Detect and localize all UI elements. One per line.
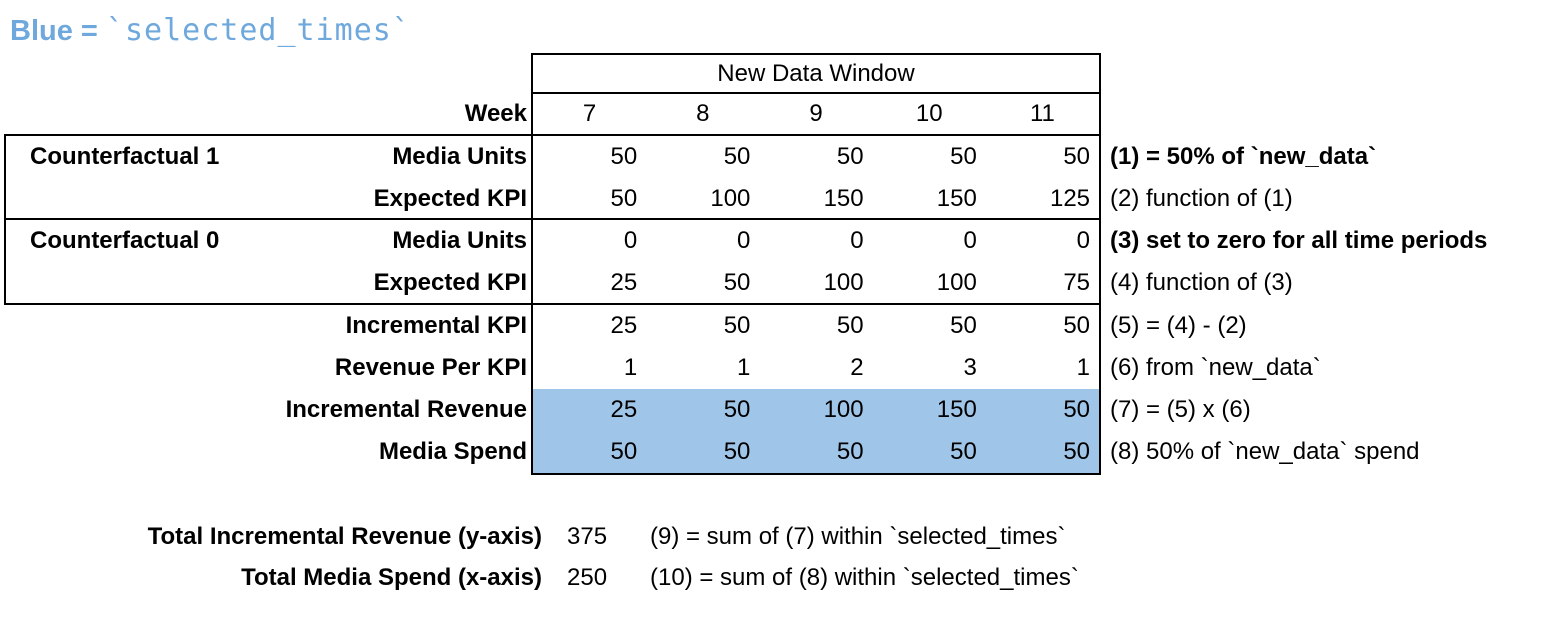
table-cell: 50	[950, 312, 977, 339]
table-cell: 50	[610, 143, 638, 170]
group-label-counterfactual-0: Counterfactual 0	[30, 227, 220, 254]
table-cell: 50	[836, 312, 864, 339]
week-cell: 10	[915, 100, 943, 127]
table-cell: 0	[963, 227, 977, 254]
table-cell: 50	[1063, 396, 1091, 423]
divider-cf1-cf0	[533, 218, 1099, 220]
row-label: Revenue Per KPI	[334, 354, 527, 381]
table-cell: 1	[1076, 354, 1091, 381]
week-cell: 7	[582, 100, 597, 127]
table-cell: 50	[950, 438, 977, 465]
table-cell: 75	[1063, 269, 1091, 296]
table-cell: 25	[610, 269, 638, 296]
table-row: 0 0 0 0 0	[533, 220, 1099, 262]
table-cell: 50	[610, 185, 638, 212]
row-label: Media Units	[392, 143, 527, 170]
selected-times-highlight	[533, 389, 1099, 473]
table-row: 50 50 50 50 50	[533, 431, 1099, 473]
table-cell: 0	[1076, 227, 1091, 254]
table-cell: 0	[737, 227, 751, 254]
table-cell: 1	[623, 354, 638, 381]
week-row: 7 8 9 10 11	[533, 93, 1099, 134]
total-media-spend-annotation: (10) = sum of (8) within `selected_times…	[650, 564, 1079, 591]
divider-under-week-row	[533, 134, 1099, 136]
row-annotation: (7) = (5) x (6)	[1110, 396, 1251, 423]
table-cell: 0	[623, 227, 638, 254]
row-label: Media Units	[392, 227, 527, 254]
total-media-spend-row: Total Media Spend (x-axis) 250 (10) = su…	[0, 557, 1544, 599]
table-cell: 50	[1063, 438, 1091, 465]
row-annotation: (6) from `new_data`	[1110, 354, 1321, 381]
week-cell: 11	[1029, 100, 1055, 127]
row-annotation: (3) set to zero for all time periods	[1110, 227, 1488, 254]
row-label: Expected KPI	[373, 185, 527, 212]
table-cell: 50	[1063, 143, 1091, 170]
legend-title-prefix: Blue =	[10, 15, 106, 47]
table-cell: 0	[850, 227, 864, 254]
total-media-spend-label: Total Media Spend (x-axis)	[241, 564, 542, 591]
row-label: Incremental KPI	[345, 312, 527, 339]
row-annotation: (2) function of (1)	[1110, 185, 1293, 212]
new-data-window-header: New Data Window	[717, 60, 915, 87]
row-label: Expected KPI	[373, 269, 527, 296]
table-cell: 125	[1049, 185, 1091, 212]
row-annotation: (8) 50% of `new_data` spend	[1110, 438, 1420, 465]
table-cell: 100	[936, 269, 977, 296]
legend-title-code: `selected_times`	[105, 13, 411, 48]
table-row: 25 50 100 150 50	[533, 389, 1099, 431]
row-annotation: (5) = (4) - (2)	[1110, 312, 1247, 339]
table-cell: 25	[610, 312, 638, 339]
table-row: 50 50 50 50 50	[533, 136, 1099, 178]
row-label: Media Spend	[378, 438, 527, 465]
divider-cf0-derived	[533, 303, 1099, 305]
divider-under-window-header	[533, 92, 1099, 94]
legend-title: Blue = `selected_times`	[10, 13, 411, 48]
row-annotation: (4) function of (3)	[1110, 269, 1293, 296]
table-row: 25 50 50 50 50	[533, 305, 1099, 347]
week-label: Week	[464, 100, 527, 127]
table-cell: 50	[950, 143, 977, 170]
table-cell: 50	[723, 269, 751, 296]
table-cell: 50	[836, 143, 864, 170]
group-label-counterfactual-1: Counterfactual 1	[30, 143, 220, 170]
total-incremental-revenue-value: 375	[567, 523, 608, 550]
table-cell: 150	[823, 185, 864, 212]
table-row: 50 100 150 150 125	[533, 178, 1099, 220]
table-cell: 2	[850, 354, 864, 381]
row-annotation: (1) = 50% of `new_data`	[1110, 143, 1377, 170]
week-cell: 9	[809, 100, 823, 127]
table-cell: 25	[610, 396, 638, 423]
table-cell: 50	[723, 312, 751, 339]
table-cell: 100	[823, 269, 864, 296]
table-cell: 50	[723, 396, 751, 423]
total-incremental-revenue-label: Total Incremental Revenue (y-axis)	[147, 523, 542, 550]
table-cell: 50	[610, 438, 638, 465]
total-incremental-revenue-annotation: (9) = sum of (7) within `selected_times`	[650, 523, 1066, 550]
table-cell: 50	[836, 438, 864, 465]
table-cell: 100	[823, 396, 864, 423]
table-cell: 1	[737, 354, 751, 381]
table-cell: 150	[936, 396, 977, 423]
total-incremental-revenue-row: Total Incremental Revenue (y-axis) 375 (…	[0, 516, 1544, 558]
table-cell: 50	[723, 143, 751, 170]
week-cell: 8	[696, 100, 710, 127]
table-cell: 100	[710, 185, 751, 212]
table-cell: 50	[1063, 312, 1091, 339]
table-row: 1 1 2 3 1	[533, 347, 1099, 389]
row-label: Incremental Revenue	[285, 396, 527, 423]
total-media-spend-value: 250	[567, 564, 608, 591]
table-cell: 50	[723, 438, 751, 465]
table-cell: 150	[936, 185, 977, 212]
table-row: 25 50 100 100 75	[533, 262, 1099, 304]
table-cell: 3	[963, 354, 977, 381]
